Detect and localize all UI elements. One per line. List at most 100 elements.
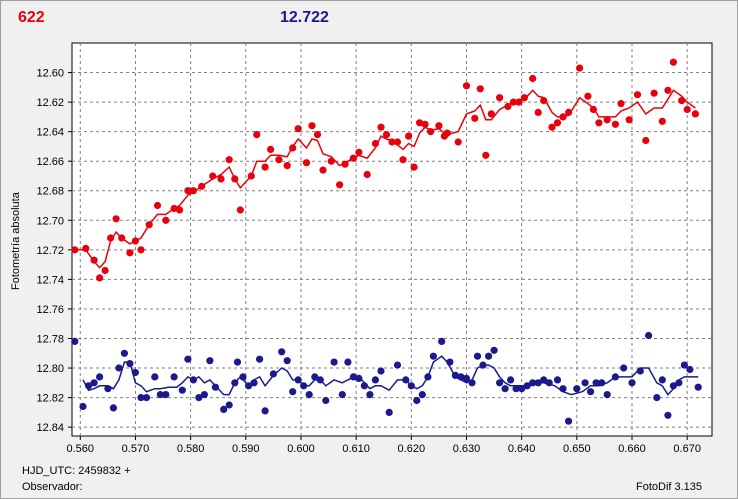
series-2-point xyxy=(156,391,164,399)
series-2-point xyxy=(137,394,145,402)
series-2-point xyxy=(162,391,170,399)
series-1-point xyxy=(410,163,418,171)
series-2-point xyxy=(603,391,611,399)
series-2-point xyxy=(184,355,192,363)
series-2-point xyxy=(377,367,385,375)
series-2-point xyxy=(393,361,402,369)
series-1-point xyxy=(101,266,109,275)
series-1-point xyxy=(540,97,548,105)
series-2-point xyxy=(451,371,459,379)
y-tick-label: 12.80 xyxy=(36,363,64,375)
series-2-point xyxy=(104,385,112,393)
series-2-point xyxy=(195,394,203,402)
series-1-point xyxy=(126,249,134,257)
observer-label: Observador: xyxy=(22,481,83,493)
y-tick-label: 12.74 xyxy=(36,274,64,286)
series-1-point xyxy=(559,113,567,121)
series-2-point xyxy=(349,373,357,381)
series-1-point xyxy=(96,274,104,282)
plot-area xyxy=(71,42,713,437)
series-1-point xyxy=(633,91,642,99)
series-2-point xyxy=(360,382,368,390)
series-2-point xyxy=(587,388,595,396)
series-1-point xyxy=(231,175,239,183)
series-2-point xyxy=(446,358,454,366)
series-2-point xyxy=(669,382,678,390)
series-2-point xyxy=(371,376,379,384)
series-2-point xyxy=(239,373,247,381)
series-1-point xyxy=(217,175,225,183)
series-2-point xyxy=(462,374,471,382)
series-2-point xyxy=(189,376,197,384)
series-2-point xyxy=(305,391,313,399)
x-tick-label: 0.660 xyxy=(618,443,646,455)
series-2-point xyxy=(120,349,128,357)
series-1-point xyxy=(589,105,598,114)
series-2-point xyxy=(553,376,562,384)
series-1-point xyxy=(421,120,429,128)
series-1-point xyxy=(393,138,402,146)
x-tick-label: 0.630 xyxy=(453,443,481,455)
series-2-point xyxy=(507,376,515,384)
series-2-point xyxy=(518,385,526,393)
series-1-point xyxy=(341,160,349,168)
series-1-point xyxy=(534,108,542,116)
series-2-point xyxy=(200,391,208,399)
series-1-point xyxy=(294,125,302,133)
series-2-point xyxy=(496,379,504,387)
series-2-point xyxy=(90,379,98,387)
x-tick-label: 0.590 xyxy=(232,443,260,455)
series-2-point xyxy=(628,379,636,387)
series-2-point xyxy=(573,385,581,393)
y-tick-label: 12.82 xyxy=(36,393,64,405)
series-1-point xyxy=(576,64,584,72)
series-1-point xyxy=(131,237,139,245)
series-2-point xyxy=(523,382,531,390)
series-2-point xyxy=(269,370,277,378)
series-2-point xyxy=(300,382,308,390)
series-1-point xyxy=(289,144,297,152)
series-2-point xyxy=(559,385,567,393)
version-label: FotoDif 3.135 xyxy=(636,481,703,493)
series-1-point xyxy=(617,100,625,108)
series-1-point xyxy=(198,182,206,190)
series-1-point xyxy=(625,116,633,124)
y-tick-label: 12.60 xyxy=(36,68,64,80)
series-1-point xyxy=(349,154,357,162)
series-1-point xyxy=(584,92,592,100)
series-2-point xyxy=(653,394,661,402)
series-1-point xyxy=(476,85,484,93)
series-1-point xyxy=(261,163,269,171)
y-tick-label: 12.76 xyxy=(36,304,64,316)
series-2-point xyxy=(330,358,338,366)
series-1-point xyxy=(529,74,537,83)
series-2-point xyxy=(675,379,683,387)
hjd-label: HJD_UTC: 2459832 + xyxy=(22,465,131,477)
series-2-point xyxy=(645,331,653,340)
series-2-point xyxy=(261,407,269,415)
series-1-point xyxy=(267,145,275,153)
series-1-point xyxy=(642,136,650,145)
series-2-point xyxy=(245,382,253,390)
series-1-point xyxy=(355,148,363,156)
series-2-point xyxy=(540,376,548,384)
series-1-point xyxy=(153,201,162,210)
series-2-point xyxy=(79,402,87,411)
series-2-point xyxy=(438,337,446,345)
series-2-point xyxy=(473,352,482,360)
series-1-point xyxy=(482,151,490,159)
series-2-point xyxy=(71,337,79,345)
x-tick-label: 0.670 xyxy=(673,443,701,455)
series-1-point xyxy=(313,131,322,139)
series-1-point xyxy=(275,156,283,164)
x-tick-label: 0.620 xyxy=(398,443,426,455)
series-1-point xyxy=(678,97,686,105)
series-1-point xyxy=(399,156,407,164)
series-1-point xyxy=(427,128,435,136)
series-1-point xyxy=(416,119,424,127)
series-1-point xyxy=(683,105,691,114)
series-1-point xyxy=(487,110,495,118)
series-1-point xyxy=(691,110,700,118)
series-1-point xyxy=(405,132,413,140)
